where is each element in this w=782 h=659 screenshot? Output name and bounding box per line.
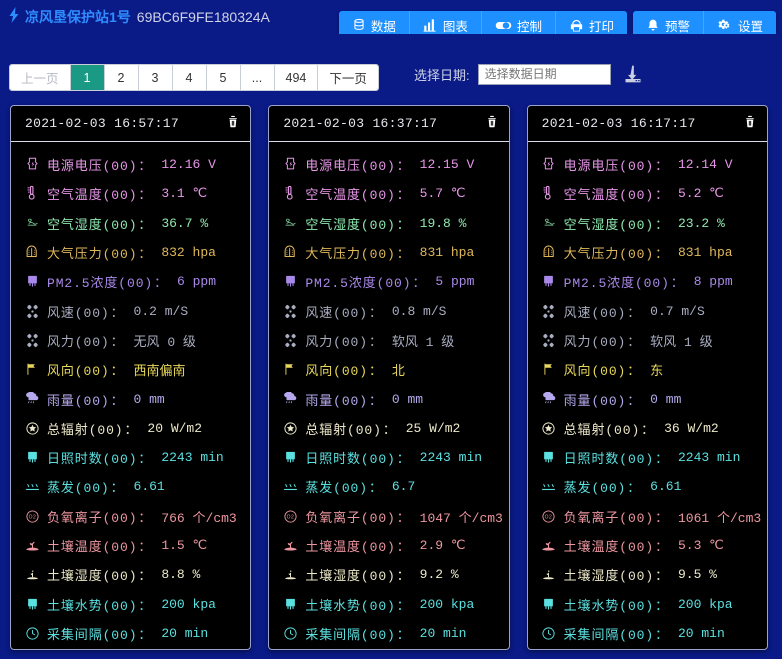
svg-text:O2: O2 [286, 514, 294, 520]
svg-text:O2: O2 [28, 514, 36, 520]
svg-text:O2: O2 [545, 514, 553, 520]
